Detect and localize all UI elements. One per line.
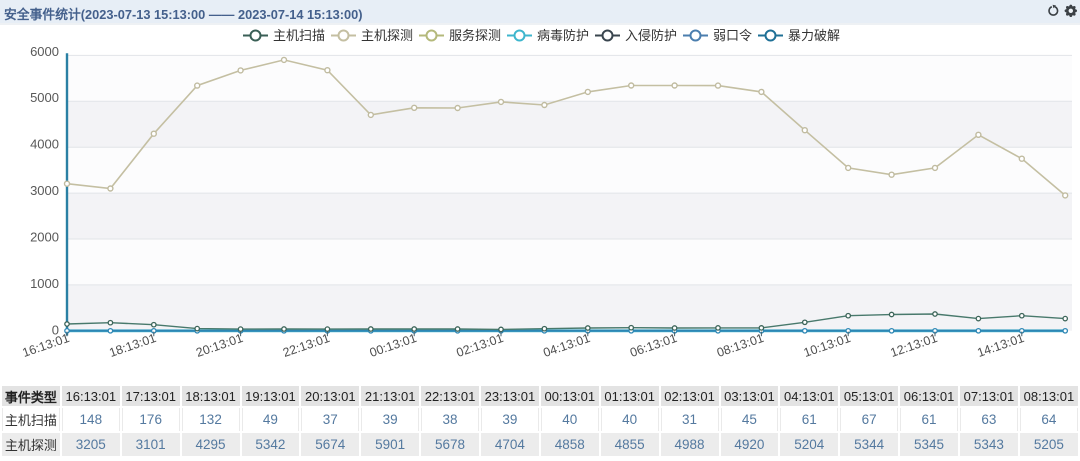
svg-text:00:13:01: 00:13:01 [368,331,419,360]
svg-text:18:13:01: 18:13:01 [107,331,158,360]
svg-text:暴力破解: 暴力破解 [788,28,840,43]
svg-text:3000: 3000 [30,183,59,198]
svg-text:12:13:01: 12:13:01 [889,331,940,360]
svg-text:4000: 4000 [30,137,59,152]
svg-text:0: 0 [52,323,59,338]
svg-text:22:13:01: 22:13:01 [281,331,332,360]
svg-text:1000: 1000 [30,276,59,291]
svg-text:14:13:01: 14:13:01 [975,331,1026,360]
svg-text:06:13:01: 06:13:01 [628,331,679,360]
svg-text:08:13:01: 08:13:01 [715,331,766,360]
svg-text:病毒防护: 病毒防护 [537,28,589,43]
svg-text:5000: 5000 [30,90,59,105]
svg-text:2000: 2000 [30,230,59,245]
svg-text:04:13:01: 04:13:01 [541,331,592,360]
svg-text:20:13:01: 20:13:01 [194,331,245,360]
svg-text:10:13:01: 10:13:01 [802,331,853,360]
svg-text:主机扫描: 主机扫描 [273,28,325,43]
svg-text:服务探测: 服务探测 [449,28,501,43]
svg-text:主机探测: 主机探测 [361,28,413,43]
svg-text:16:13:01: 16:13:01 [21,331,72,360]
svg-text:入侵防护: 入侵防护 [625,28,677,43]
svg-text:02:13:01: 02:13:01 [455,331,506,360]
svg-text:弱口令: 弱口令 [713,28,752,43]
svg-text:6000: 6000 [30,44,59,59]
